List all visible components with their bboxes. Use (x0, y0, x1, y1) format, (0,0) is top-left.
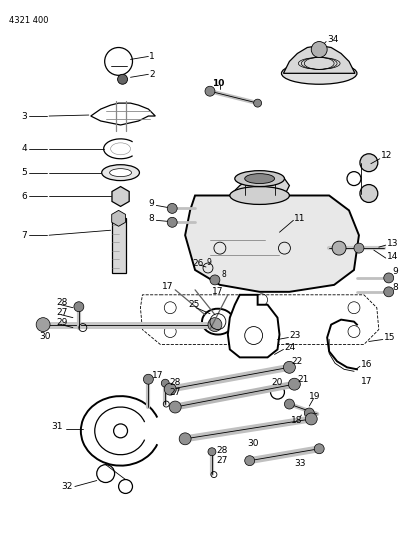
Text: 9: 9 (149, 199, 154, 208)
Polygon shape (230, 175, 289, 196)
Circle shape (384, 287, 394, 297)
Text: 6: 6 (21, 192, 27, 201)
Text: 27: 27 (169, 387, 181, 397)
Text: 1: 1 (149, 52, 155, 61)
Circle shape (332, 241, 346, 255)
Text: 18: 18 (291, 416, 303, 425)
Circle shape (360, 154, 378, 172)
Text: 10: 10 (212, 79, 224, 88)
Circle shape (164, 383, 176, 395)
Circle shape (360, 184, 378, 203)
Ellipse shape (110, 168, 131, 176)
Text: 28: 28 (56, 298, 67, 307)
Ellipse shape (235, 171, 284, 187)
Circle shape (179, 433, 191, 445)
Polygon shape (112, 211, 126, 227)
Circle shape (74, 302, 84, 312)
Circle shape (161, 379, 169, 387)
Text: 33: 33 (295, 459, 306, 468)
Ellipse shape (230, 187, 289, 205)
Text: 34: 34 (327, 35, 339, 44)
Circle shape (205, 86, 215, 96)
Circle shape (284, 399, 295, 409)
Text: 28: 28 (169, 378, 181, 387)
Text: 26: 26 (192, 259, 204, 268)
Text: 31: 31 (51, 422, 62, 431)
Text: 32: 32 (61, 482, 72, 491)
Text: 29: 29 (56, 318, 67, 327)
Text: 8: 8 (393, 284, 399, 293)
Circle shape (210, 275, 220, 285)
Circle shape (314, 444, 324, 454)
Text: 22: 22 (291, 357, 303, 366)
Text: 4: 4 (21, 144, 27, 154)
Polygon shape (112, 187, 129, 206)
Circle shape (354, 243, 364, 253)
Circle shape (208, 318, 222, 332)
Circle shape (284, 361, 295, 373)
Circle shape (311, 42, 327, 58)
Circle shape (144, 374, 153, 384)
Circle shape (384, 273, 394, 283)
Polygon shape (284, 45, 355, 74)
Circle shape (118, 74, 128, 84)
Text: 27: 27 (216, 456, 227, 465)
Circle shape (304, 408, 314, 418)
Circle shape (305, 413, 317, 425)
Text: 21: 21 (297, 375, 309, 384)
Text: 15: 15 (384, 333, 395, 342)
Polygon shape (228, 295, 279, 358)
Text: 17: 17 (162, 282, 174, 292)
Text: 12: 12 (381, 151, 392, 160)
Text: 11: 11 (295, 214, 306, 223)
Text: 28: 28 (216, 446, 227, 455)
Text: 30: 30 (39, 332, 51, 341)
Text: 8: 8 (149, 214, 154, 223)
Circle shape (288, 378, 300, 390)
Text: 17: 17 (152, 371, 164, 379)
Text: 24: 24 (284, 343, 296, 352)
Circle shape (208, 448, 216, 456)
Text: 14: 14 (387, 252, 398, 261)
Text: 20: 20 (272, 378, 283, 387)
Circle shape (169, 401, 181, 413)
Polygon shape (185, 196, 359, 292)
Text: 23: 23 (289, 331, 301, 340)
Text: 5: 5 (21, 168, 27, 177)
FancyBboxPatch shape (112, 219, 126, 273)
Text: 4321 400: 4321 400 (9, 15, 49, 25)
Text: 7: 7 (21, 231, 27, 240)
Text: 27: 27 (56, 308, 67, 317)
Text: 25: 25 (188, 300, 200, 309)
Text: 17: 17 (212, 287, 224, 296)
Text: 19: 19 (309, 392, 321, 401)
Circle shape (167, 217, 177, 227)
Circle shape (167, 204, 177, 213)
Circle shape (245, 456, 255, 466)
Text: 8: 8 (222, 270, 226, 279)
Ellipse shape (245, 174, 275, 183)
Ellipse shape (282, 62, 357, 84)
Ellipse shape (102, 165, 140, 181)
Circle shape (254, 99, 262, 107)
Text: 3: 3 (21, 111, 27, 120)
Text: 16: 16 (361, 360, 373, 369)
Polygon shape (91, 103, 155, 125)
Text: 17: 17 (361, 377, 373, 386)
Circle shape (36, 318, 50, 332)
Text: 2: 2 (149, 70, 155, 79)
Text: 13: 13 (387, 239, 398, 248)
Text: 30: 30 (248, 439, 259, 448)
Text: 9: 9 (393, 268, 399, 277)
Text: 9: 9 (207, 257, 212, 266)
